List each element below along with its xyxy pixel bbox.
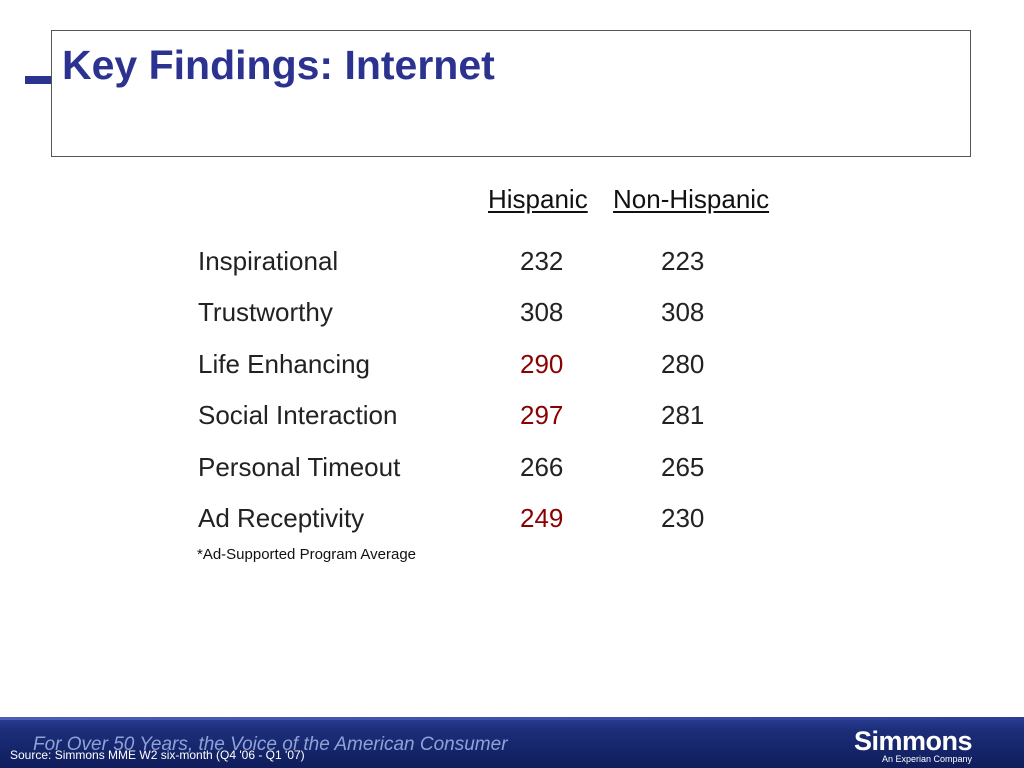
row-label: Personal Timeout (198, 451, 401, 482)
non-hispanic-value: 223 (661, 246, 705, 276)
hispanic-value: 308 (520, 297, 564, 328)
table-row: Ad Receptivity 249 230 (198, 499, 798, 550)
brand-subtitle: An Experian Company (881, 754, 972, 764)
table-row: Personal Timeout 266 265 (198, 448, 798, 499)
hispanic-value: 249 (520, 502, 564, 533)
non-hispanic-value: 281 (661, 400, 705, 431)
row-label: Ad Receptivity (198, 502, 365, 533)
hispanic-value: 266 (520, 451, 564, 482)
title-accent-bar (25, 76, 52, 84)
non-hispanic-value: 230 (661, 502, 705, 533)
title-box (51, 30, 971, 157)
row-label: Social Interaction (198, 400, 398, 431)
row-label: Life Enhancing (198, 348, 371, 379)
footer-bar: For Over 50 Years, the Voice of the Amer… (0, 717, 1024, 768)
footer-tagline: For Over 50 Years, the Voice of the Amer… (33, 734, 508, 755)
source-note: Source: Simmons MME W2 six-month (Q4 '06… (10, 748, 305, 762)
non-hispanic-value: 308 (661, 297, 705, 328)
non-hispanic-value: 280 (661, 348, 705, 379)
row-label: Inspirational (198, 246, 339, 276)
page-title: Key Findings: Internet (62, 42, 495, 88)
row-label: Trustworthy (198, 297, 333, 328)
column-header-hispanic: Hispanic (488, 184, 588, 214)
hispanic-value: 297 (520, 400, 564, 431)
footer-accent-line (0, 717, 1024, 720)
table-row: Inspirational 232 223 (198, 242, 798, 293)
findings-table: Inspirational 232 223 Trustworthy 308 30… (198, 242, 798, 550)
hispanic-value: 290 (520, 348, 564, 379)
table-row: Trustworthy 308 308 (198, 293, 798, 344)
table-row: Social Interaction 297 281 (198, 396, 798, 447)
brand-logo: Simmons An Experian Company (853, 726, 973, 764)
non-hispanic-value: 265 (661, 451, 705, 482)
footnote: *Ad-Supported Program Average (197, 546, 417, 563)
brand-name: Simmons (853, 726, 973, 756)
table-row: Life Enhancing 290 280 (198, 345, 798, 396)
column-header-non-hispanic: Non-Hispanic (613, 184, 770, 214)
hispanic-value: 232 (520, 246, 564, 276)
